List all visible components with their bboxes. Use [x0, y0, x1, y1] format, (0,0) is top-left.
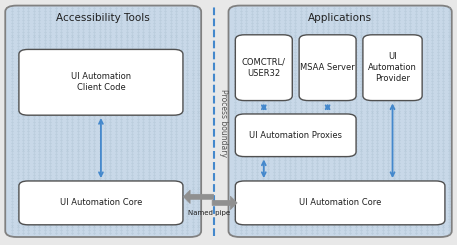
Text: UI
Automation
Provider: UI Automation Provider	[368, 52, 417, 83]
FancyBboxPatch shape	[19, 49, 183, 115]
Text: UI Automation
Client Code: UI Automation Client Code	[71, 72, 131, 92]
Text: UI Automation Core: UI Automation Core	[60, 198, 142, 207]
FancyBboxPatch shape	[235, 35, 292, 101]
Text: Process boundary: Process boundary	[219, 88, 228, 157]
FancyBboxPatch shape	[5, 6, 201, 237]
Text: Named pipe: Named pipe	[188, 210, 230, 216]
FancyBboxPatch shape	[228, 6, 452, 237]
FancyBboxPatch shape	[19, 181, 183, 225]
FancyBboxPatch shape	[235, 181, 445, 225]
Text: Accessibility Tools: Accessibility Tools	[56, 13, 150, 23]
Text: MSAA Server: MSAA Server	[300, 63, 355, 72]
Text: COMCTRL/
USER32: COMCTRL/ USER32	[242, 58, 286, 78]
Text: Applications: Applications	[308, 13, 372, 23]
FancyBboxPatch shape	[299, 35, 356, 101]
Text: UI Automation Core: UI Automation Core	[299, 198, 381, 207]
Text: UI Automation Proxies: UI Automation Proxies	[249, 131, 342, 140]
FancyBboxPatch shape	[363, 35, 422, 101]
FancyBboxPatch shape	[235, 114, 356, 157]
